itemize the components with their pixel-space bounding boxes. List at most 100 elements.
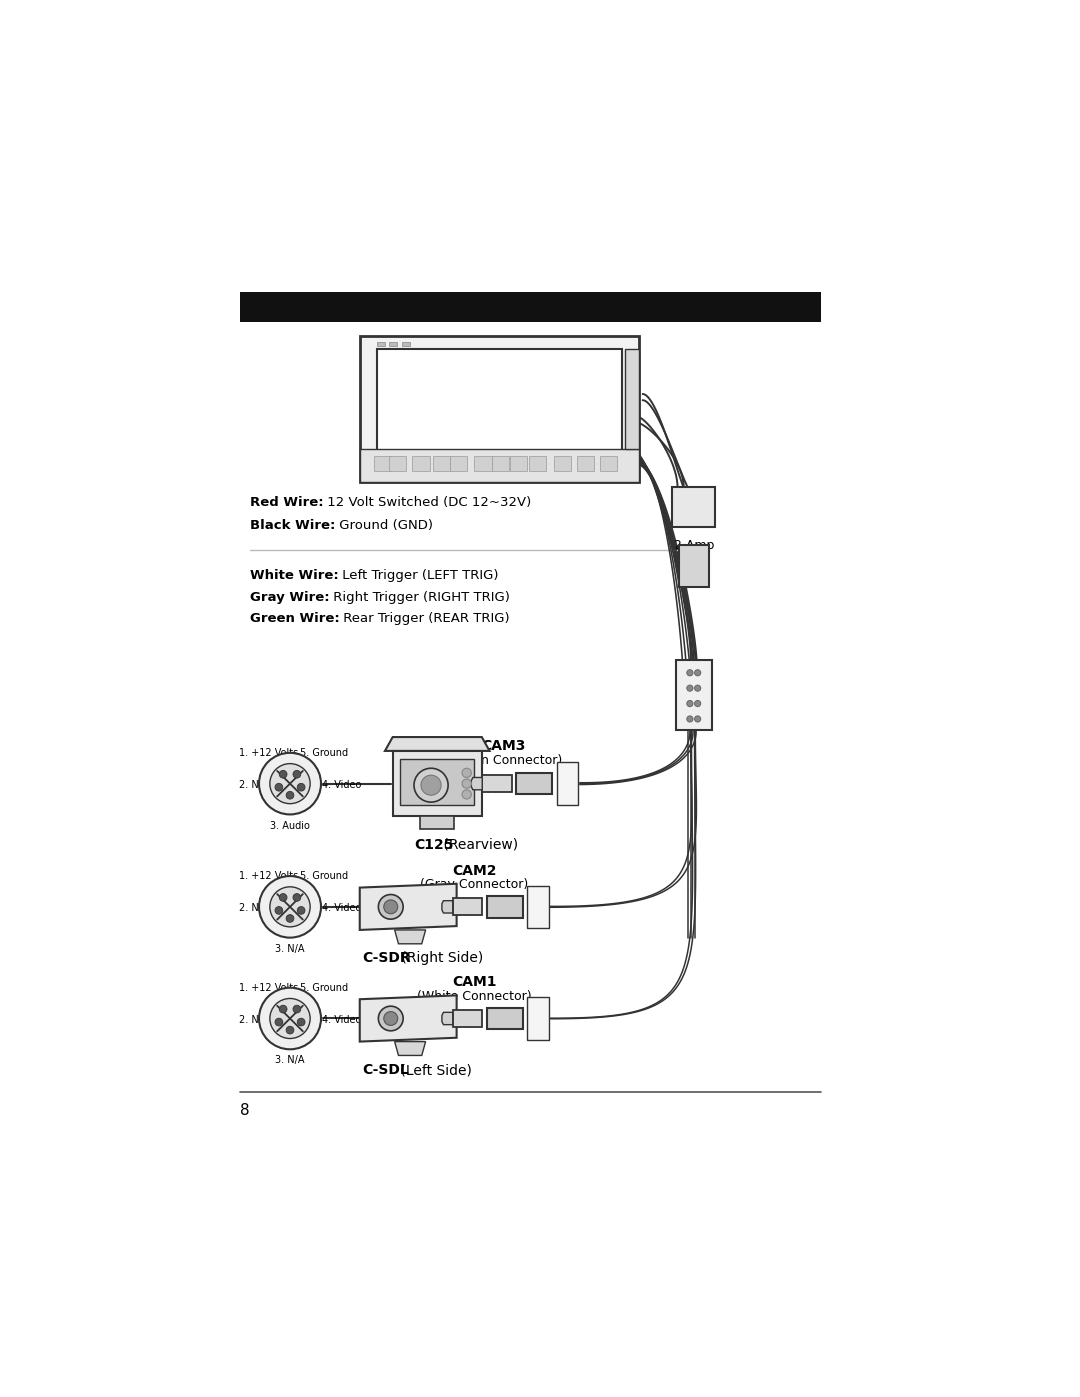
Bar <box>527 997 549 1039</box>
Bar <box>482 775 512 792</box>
Text: CAM2: CAM2 <box>453 863 497 877</box>
Circle shape <box>275 1018 283 1025</box>
Polygon shape <box>442 1013 453 1024</box>
Circle shape <box>462 768 471 778</box>
Text: C-SDR: C-SDR <box>362 951 410 965</box>
Bar <box>487 1007 523 1030</box>
Bar <box>672 488 715 527</box>
Polygon shape <box>394 930 426 944</box>
Text: Right Trigger (RIGHT TRIG): Right Trigger (RIGHT TRIG) <box>329 591 510 604</box>
Text: (Rearview): (Rearview) <box>438 838 518 852</box>
Bar <box>474 455 491 471</box>
Text: REAR TRIG: REAR TRIG <box>565 767 570 800</box>
Circle shape <box>293 770 300 778</box>
Bar <box>453 898 482 915</box>
Bar <box>577 455 594 471</box>
Circle shape <box>259 876 321 937</box>
Bar <box>676 661 712 729</box>
Text: CAM3: CAM3 <box>482 739 526 753</box>
Bar <box>554 455 570 471</box>
Bar <box>600 455 617 471</box>
Polygon shape <box>394 1042 426 1056</box>
Text: 4. Video: 4. Video <box>322 904 361 914</box>
Circle shape <box>687 715 693 722</box>
Text: 1. +12 Volts: 1. +12 Volts <box>239 749 298 759</box>
Circle shape <box>259 753 321 814</box>
Bar <box>389 455 406 471</box>
Text: Wiring Diagram: Wiring Diagram <box>251 298 408 316</box>
Text: 1. +12 Volts: 1. +12 Volts <box>239 983 298 993</box>
Text: 8: 8 <box>240 1104 249 1118</box>
Polygon shape <box>384 738 489 752</box>
Polygon shape <box>360 996 457 1042</box>
Circle shape <box>286 1027 294 1034</box>
Circle shape <box>293 1006 300 1013</box>
Circle shape <box>378 894 403 919</box>
Bar <box>529 455 545 471</box>
Text: (Left Side): (Left Side) <box>396 1063 472 1077</box>
Text: 3. Audio: 3. Audio <box>270 820 310 831</box>
Text: Red Wire:: Red Wire: <box>249 496 323 509</box>
Text: CAM1: CAM1 <box>453 975 497 989</box>
Circle shape <box>275 907 283 914</box>
Circle shape <box>421 775 441 795</box>
Text: (Gray Connector): (Gray Connector) <box>420 879 528 891</box>
Text: 4. Video: 4. Video <box>322 780 361 791</box>
Circle shape <box>297 907 305 914</box>
Bar <box>413 455 430 471</box>
Circle shape <box>270 764 310 803</box>
Polygon shape <box>442 901 453 914</box>
Text: 3. N/A: 3. N/A <box>275 944 305 954</box>
Circle shape <box>280 770 287 778</box>
Circle shape <box>297 784 305 791</box>
Bar <box>527 886 549 928</box>
Circle shape <box>270 999 310 1038</box>
Circle shape <box>687 685 693 692</box>
Text: LEFT TRIG: LEFT TRIG <box>536 1003 540 1034</box>
Bar <box>453 1010 482 1027</box>
Bar <box>491 455 509 471</box>
Polygon shape <box>360 884 457 930</box>
Text: 5. Ground: 5. Ground <box>300 749 348 759</box>
Bar <box>433 455 449 471</box>
Polygon shape <box>471 778 482 789</box>
Text: (White Connector): (White Connector) <box>417 990 531 1003</box>
Bar <box>510 455 527 471</box>
Circle shape <box>383 900 397 914</box>
Circle shape <box>462 789 471 799</box>
Bar <box>516 773 552 795</box>
Bar <box>240 292 821 321</box>
Circle shape <box>462 780 471 788</box>
Text: White Wire:: White Wire: <box>249 569 338 583</box>
Text: Black Wire:: Black Wire: <box>249 520 335 532</box>
Text: Green Wire:: Green Wire: <box>249 612 339 626</box>
Bar <box>420 816 455 828</box>
Bar <box>487 895 523 918</box>
Bar <box>360 450 638 482</box>
Text: 2. N/A: 2. N/A <box>239 1016 269 1025</box>
Bar <box>625 349 638 450</box>
Text: Rear Trigger (REAR TRIG): Rear Trigger (REAR TRIG) <box>339 612 510 626</box>
Circle shape <box>414 768 448 802</box>
Bar <box>449 455 467 471</box>
Circle shape <box>297 1018 305 1025</box>
Circle shape <box>286 792 294 799</box>
Text: C125: C125 <box>414 838 454 852</box>
Circle shape <box>378 1006 403 1031</box>
Text: 5. Ground: 5. Ground <box>300 872 348 882</box>
Circle shape <box>275 784 283 791</box>
Text: 1. +12 Volts: 1. +12 Volts <box>239 872 298 882</box>
Circle shape <box>694 685 701 692</box>
Circle shape <box>259 988 321 1049</box>
Text: Ground (GND): Ground (GND) <box>335 520 433 532</box>
Text: (Right Side): (Right Side) <box>397 951 483 965</box>
Text: 2 Amp: 2 Amp <box>674 539 714 552</box>
Text: RIGHT TRIG: RIGHT TRIG <box>536 888 540 925</box>
Circle shape <box>694 700 701 707</box>
Bar <box>393 752 482 816</box>
Text: Left Trigger (LEFT TRIG): Left Trigger (LEFT TRIG) <box>338 569 499 583</box>
Circle shape <box>694 669 701 676</box>
Text: 2. N/A: 2. N/A <box>239 904 269 914</box>
Text: Gray Wire:: Gray Wire: <box>249 591 329 604</box>
Circle shape <box>280 1006 287 1013</box>
